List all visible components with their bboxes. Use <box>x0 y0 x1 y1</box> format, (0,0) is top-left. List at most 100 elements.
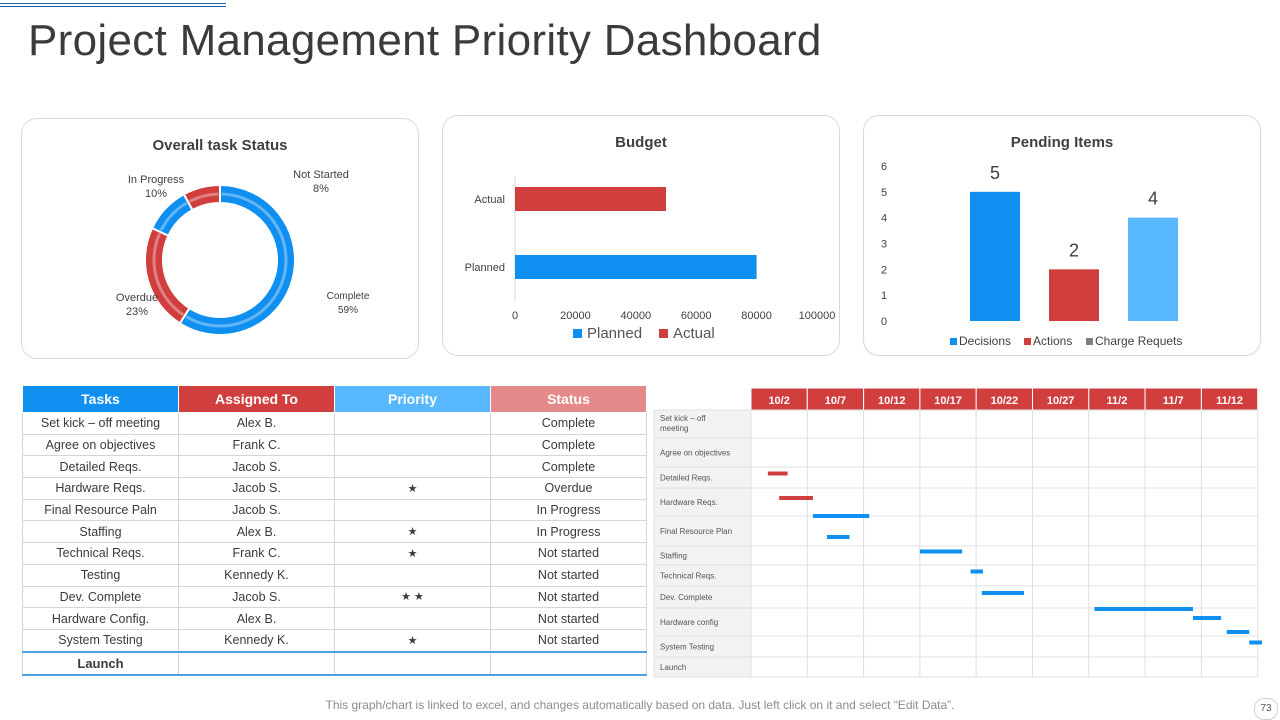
bar-actions <box>1049 269 1099 321</box>
gantt-grid-cell <box>975 545 1034 566</box>
gantt-grid-cell <box>863 487 921 517</box>
task-name: Hardware Reqs. <box>22 477 179 500</box>
gantt-grid-cell <box>1032 585 1090 609</box>
task-name: Hardware Config. <box>22 607 179 630</box>
priority-star-icon <box>334 412 491 435</box>
gantt-grid-cell <box>863 585 921 609</box>
pending-items-chart[interactable]: 0 1 2 3 4 5 6 5 2 4 Decisions Actions Charge Requets <box>864 116 1260 355</box>
task-status-donut[interactable]: Complete 59% Overdue 23% In Progress 10% Not S… <box>22 119 418 358</box>
x-tick-label: 60000 <box>681 310 712 322</box>
table-row[interactable]: Staffing Alex B. ★ In Progress <box>22 520 647 544</box>
assignee: Frank C. <box>178 433 335 457</box>
table-row-launch[interactable]: Launch <box>22 650 647 676</box>
gantt-grid-cell <box>863 466 921 489</box>
gantt-grid-cell <box>1032 564 1090 587</box>
donut-data-label: In Progress <box>128 174 185 186</box>
legend-label-planned: Planned <box>587 325 642 342</box>
gantt-date-label: 11/2 <box>1107 395 1128 407</box>
gantt-grid-cell <box>806 545 865 566</box>
y-tick-label: 0 <box>881 316 887 328</box>
gantt-grid-cell <box>863 515 921 547</box>
header-tasks[interactable]: Tasks <box>22 385 179 413</box>
gantt-grid-cell <box>1088 585 1146 609</box>
donut-slice-complete <box>178 183 296 336</box>
gantt-grid-cell <box>1032 607 1090 637</box>
donut-data-label: 10% <box>145 188 167 200</box>
pending-items-card: Pending Items 0 1 2 3 4 5 6 5 2 4 Decisions Actions… <box>863 115 1261 356</box>
top-accent-line <box>0 3 226 4</box>
header-priority[interactable]: Priority <box>334 385 491 413</box>
gantt-grid-cell <box>1200 515 1259 547</box>
gantt-grid-cell <box>863 409 921 439</box>
gantt-grid-cell <box>750 409 808 439</box>
budget-chart[interactable]: Actual Planned 0 20000 40000 60000 80000 100000… <box>443 116 839 355</box>
gantt-grid-cell <box>1088 635 1146 658</box>
table-row[interactable]: Hardware Reqs. Jacob S. ★ Overdue <box>22 477 647 500</box>
table-row[interactable]: Dev. Complete Jacob S. ★ ★ Not started <box>22 585 647 609</box>
assignee: Jacob S. <box>178 477 335 500</box>
table-row[interactable]: Final Resource Paln Jacob S. In Progress <box>22 498 647 522</box>
gantt-grid-cell <box>919 656 977 678</box>
table-row[interactable]: Set kick – off meeting Alex B. Complete <box>22 412 647 435</box>
legend-swatch <box>1086 338 1093 345</box>
gantt-date-label: 11/7 <box>1163 395 1184 407</box>
gantt-date-label: 11/12 <box>1216 395 1243 407</box>
gantt-bar <box>1226 630 1250 634</box>
gantt-grid-cell <box>919 409 977 439</box>
empty-cell <box>490 650 647 676</box>
gantt-grid-cell <box>1088 607 1146 637</box>
gantt-grid-cell <box>806 487 865 517</box>
gantt-task-label: Agree on objectives <box>660 449 730 458</box>
legend-swatch <box>950 338 957 345</box>
data-label: 5 <box>990 163 1000 183</box>
legend-label-actual: Actual <box>673 325 715 342</box>
assignee: Alex B. <box>178 412 335 435</box>
table-row[interactable]: Hardware Config. Alex B. Not started <box>22 607 647 630</box>
task-name: Staffing <box>22 520 179 544</box>
assignee: Jacob S. <box>178 498 335 522</box>
gantt-bar <box>919 549 963 554</box>
gantt-grid-cell <box>919 487 977 517</box>
gantt-task-label: Technical Reqs. <box>660 572 716 581</box>
budget-card: Budget Actual Planned 0 20000 40000 60000 8000… <box>442 115 840 356</box>
y-tick-label: 1 <box>881 290 887 302</box>
gantt-grid-cell <box>975 564 1034 587</box>
gantt-grid-cell <box>919 607 977 637</box>
bar-actual <box>515 187 666 211</box>
gantt-grid-cell <box>1088 487 1146 517</box>
gantt-grid-cell <box>1200 437 1259 468</box>
header-assigned-to[interactable]: Assigned To <box>178 385 335 413</box>
gantt-grid-cell <box>863 564 921 587</box>
gantt-grid-cell <box>1200 545 1259 566</box>
page-title: Project Management Priority Dashboard <box>28 16 822 65</box>
gantt-grid-cell <box>750 487 808 517</box>
gantt-grid-cell <box>975 515 1034 547</box>
header-status[interactable]: Status <box>490 385 647 413</box>
gantt-task-label: Hardware config <box>660 618 718 627</box>
gantt-task-label: Launch <box>660 663 686 672</box>
gantt-grid-cell <box>975 635 1034 658</box>
gantt-grid-cell <box>919 564 977 587</box>
donut-slice-highlight <box>189 192 219 203</box>
donut-data-label: Not Started <box>293 169 349 181</box>
gantt-grid-cell <box>1200 656 1259 678</box>
donut-data-label: 8% <box>313 183 329 195</box>
gantt-grid-cell <box>1088 515 1146 547</box>
gantt-grid-cell <box>863 635 921 658</box>
gantt-bar <box>1192 616 1222 620</box>
gantt-task-label: Hardware Reqs. <box>660 498 718 507</box>
task-status: Not started <box>490 607 647 630</box>
gantt-chart[interactable]: 10/2 10/7 10/12 10/17 10/22 10/27 11/2 11/7 11/1… <box>652 388 1262 680</box>
table-row[interactable]: System Testing Kennedy K. ★ Not started <box>22 628 647 653</box>
bar-decisions <box>970 191 1020 321</box>
gantt-grid-cell <box>919 466 977 489</box>
task-name: System Testing <box>22 628 179 653</box>
table-row[interactable]: Agree on objectives Frank C. Complete <box>22 433 647 457</box>
table-row[interactable]: Technical Reqs. Frank C. ★ Not started <box>22 542 647 565</box>
priority-star-icon <box>334 498 491 522</box>
gantt-grid-cell <box>806 585 865 609</box>
data-label: 4 <box>1148 189 1158 209</box>
gantt-task-label: Staffing <box>660 552 687 561</box>
table-row[interactable]: Testing Kennedy K. Not started <box>22 563 647 587</box>
table-row[interactable]: Detailed Reqs. Jacob S. Complete <box>22 455 647 479</box>
